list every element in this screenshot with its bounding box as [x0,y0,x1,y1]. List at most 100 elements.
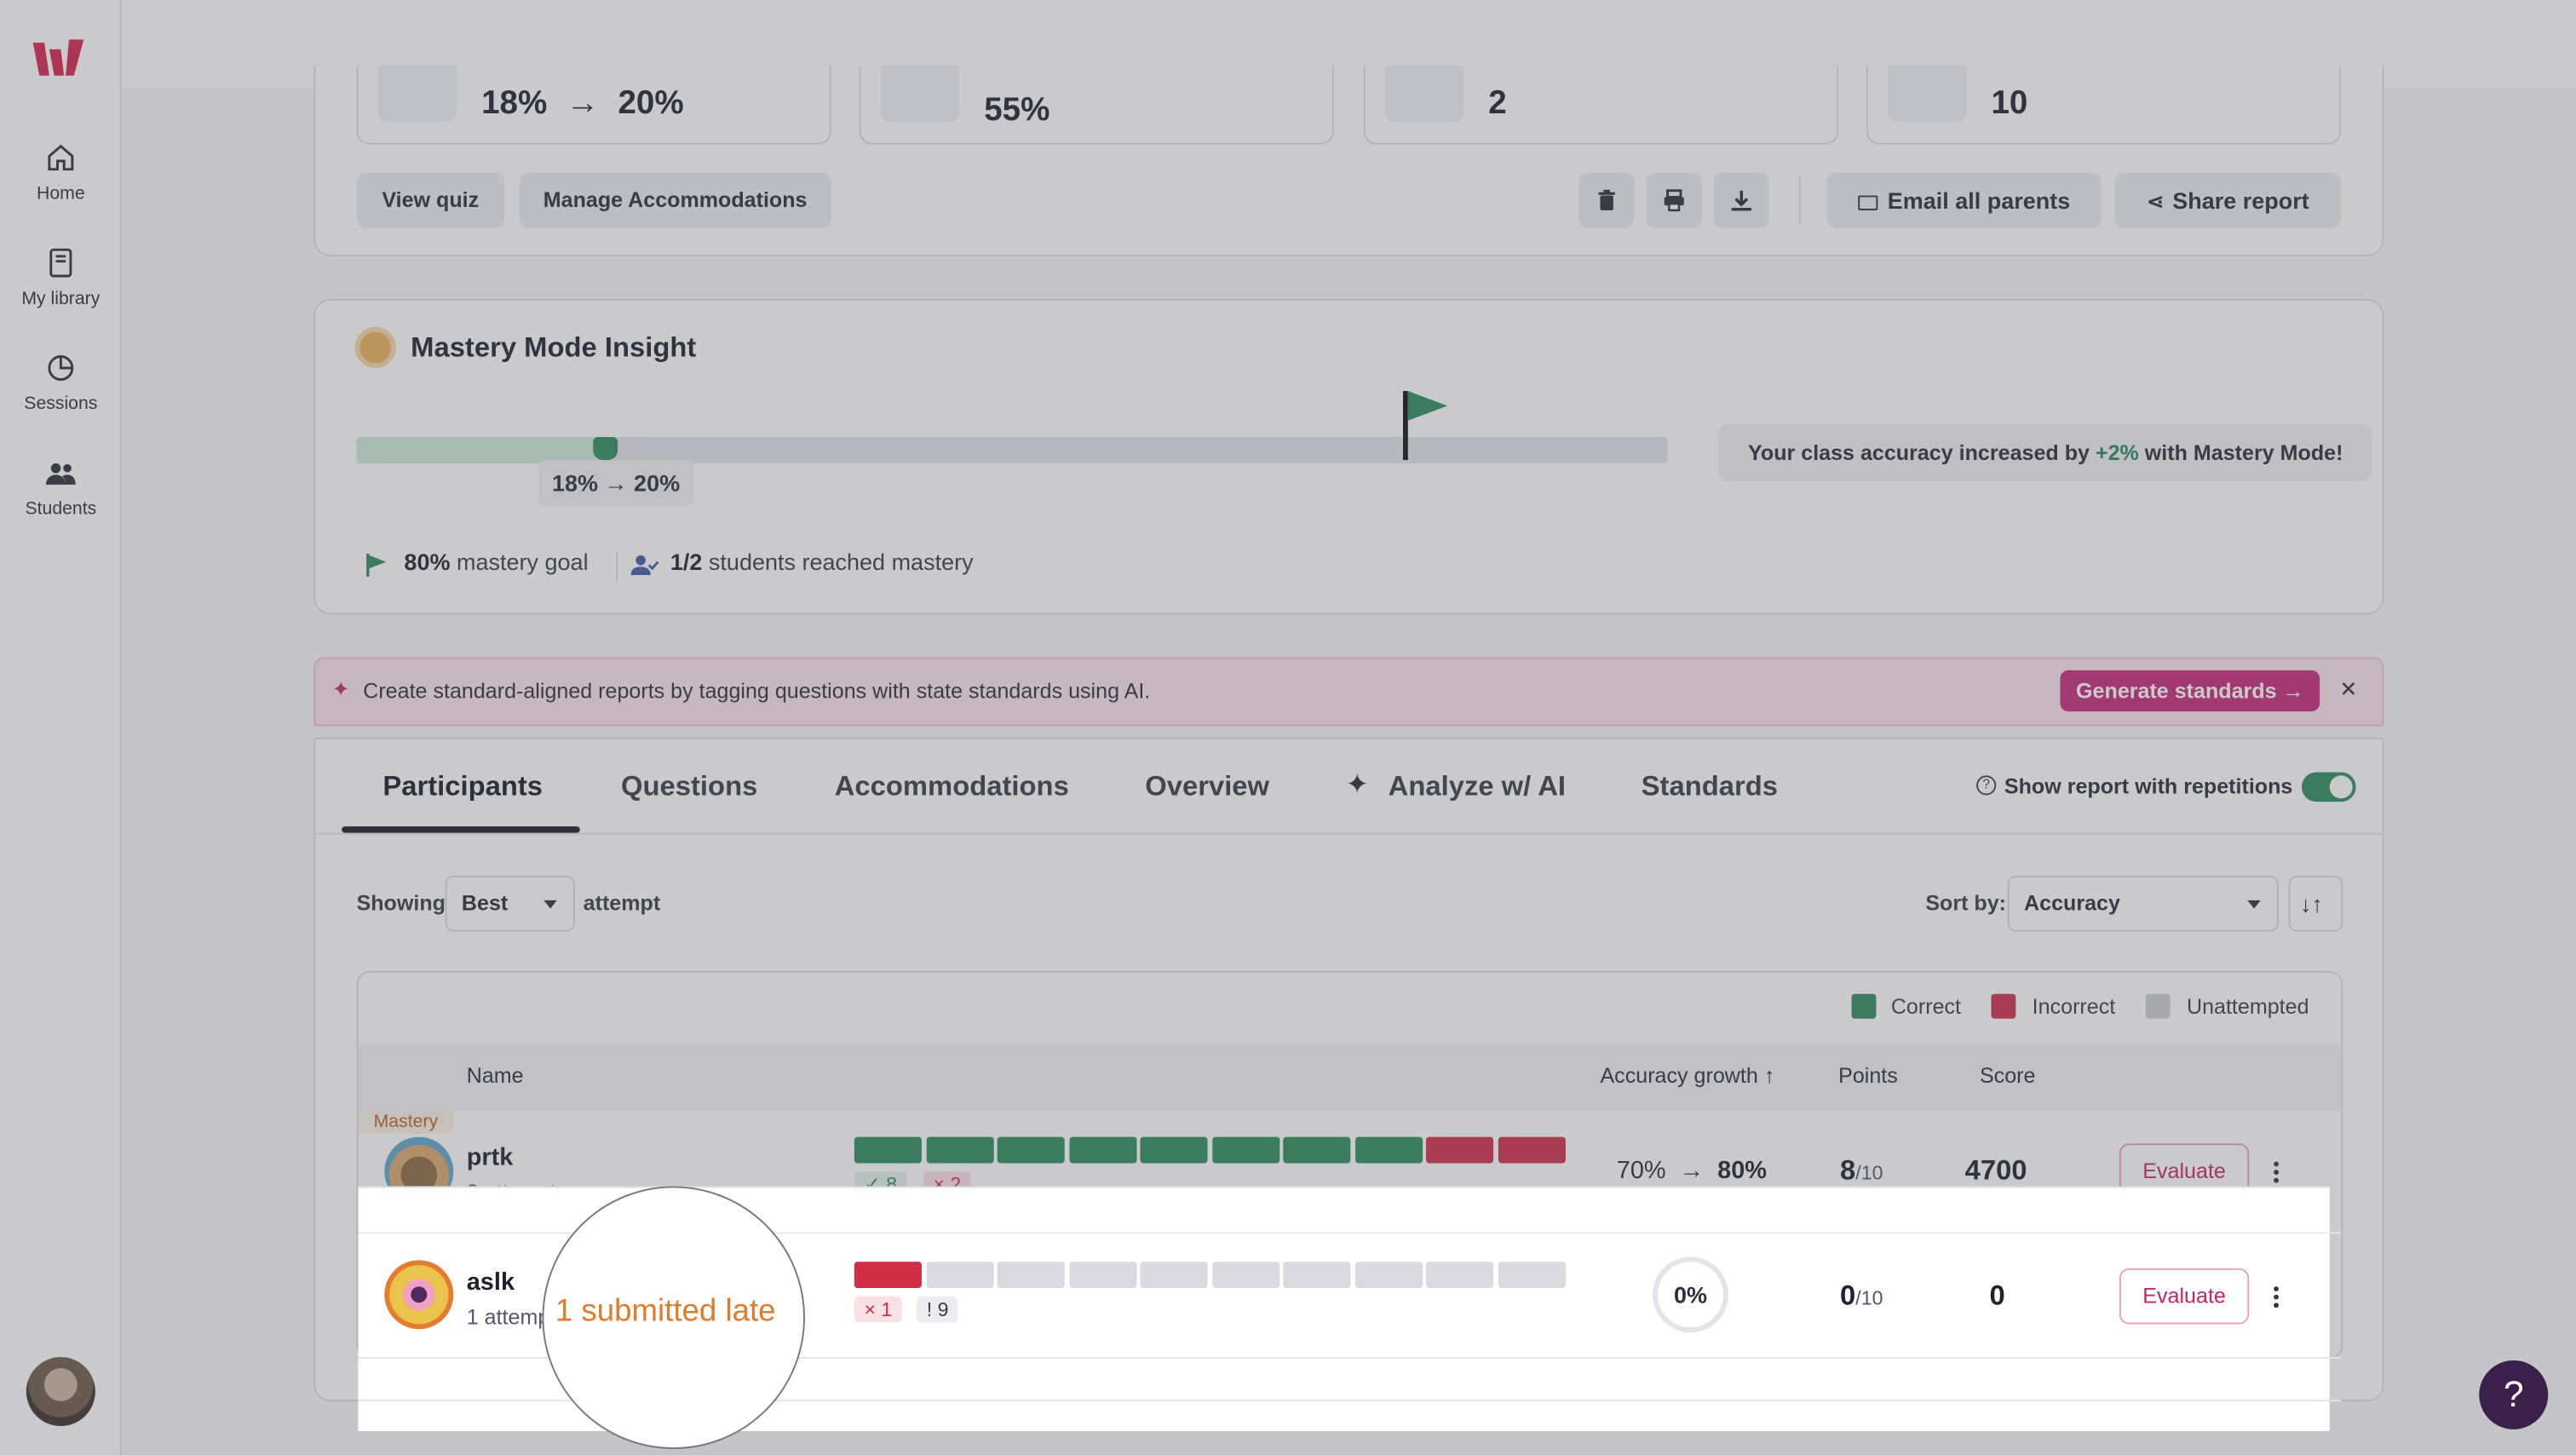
evaluate-button[interactable]: Evaluate [2119,1268,2250,1325]
points-value: 0 [1840,1280,1856,1312]
result-square[interactable] [925,1136,993,1164]
table-header [358,1044,2342,1111]
result-square[interactable] [1354,1262,1423,1289]
student-attempts: 1 attempt [466,1304,556,1330]
home-icon [48,144,74,171]
close-icon[interactable]: ✕ [2339,676,2358,702]
delete-button[interactable] [1578,172,1635,229]
points-total: /10 [1855,1161,1883,1185]
generate-standards-button[interactable]: Generate standards → [2060,670,2320,712]
result-square[interactable] [1211,1136,1279,1164]
result-square[interactable] [1140,1262,1208,1289]
help-button[interactable]: ? [2479,1360,2549,1429]
col-points[interactable]: Points [1838,1062,1898,1088]
app-logo[interactable] [32,39,89,78]
result-square[interactable] [1497,1136,1565,1164]
result-square[interactable] [1426,1262,1494,1289]
stat-participants: 2 [1363,66,1839,145]
tab-accommodations[interactable]: Accommodations [834,770,1069,802]
score: 4700 [1964,1154,2027,1187]
result-square[interactable] [1283,1136,1351,1164]
sidebar-item-sessions[interactable]: Sessions [0,352,122,414]
attempt-select[interactable]: Best [445,875,576,932]
divider [1798,175,1801,226]
tab-questions[interactable]: Questions [621,770,758,802]
sort-select[interactable]: Accuracy [2007,875,2279,932]
accuracy-growth: 70% → 80% [1617,1157,1767,1185]
result-square[interactable] [1426,1136,1494,1164]
tab-overview[interactable]: Overview [1145,770,1270,802]
legend-correct: Correct [1890,993,1962,1019]
magnifier-callout [542,1186,806,1450]
sidebar-item-students[interactable]: Students [0,457,122,519]
student-name[interactable]: aslk [466,1268,515,1297]
mail-icon [1857,195,1878,210]
result-square[interactable] [854,1136,922,1164]
stat-accuracy: 18% → 20% [356,66,831,145]
stat-value: 2 [1488,85,1507,122]
result-square[interactable] [1140,1136,1208,1164]
legend-unattempted: Unattempted [2186,993,2309,1019]
sort-direction-button[interactable]: ↓↑ [2288,875,2343,932]
reached-text: students reached mastery [708,549,974,576]
sidebar-item-label: Home [37,184,85,204]
info-icon: ? [1976,775,1997,796]
sessions-icon [48,355,74,381]
mastery-insight: Your class accuracy increased by +2% wit… [1718,423,2373,482]
col-name[interactable]: Name [466,1062,524,1088]
stat-completion: 55% [859,66,1335,145]
goal-value: 80% [404,549,451,576]
legend-unattempted-swatch [2145,993,2171,1019]
result-square[interactable] [854,1262,922,1289]
email-parents-button[interactable]: Email all parents [1826,172,2102,229]
sidebar-item-home[interactable]: Home [0,141,122,204]
accuracy-value: 0% [1674,1281,1708,1308]
unattempted-count-chip: ! 9 [917,1296,959,1323]
reached-value: 1/2 [670,549,703,576]
stat-questions: 10 [1866,66,2342,145]
result-square[interactable] [997,1136,1065,1164]
avatar [384,1260,454,1330]
goal-text: mastery goal [457,549,589,576]
stat-value: 55% [984,92,1050,129]
result-square[interactable] [997,1262,1065,1289]
showing-label: Showing [356,890,446,916]
attempt-suffix: attempt [583,890,661,916]
repetitions-toggle[interactable] [2301,772,2356,802]
print-button[interactable] [1646,172,1703,229]
more-options-icon[interactable] [2274,1286,2280,1309]
tab-standards[interactable]: Standards [1641,770,1779,802]
col-score[interactable]: Score [1979,1062,2036,1088]
share-report-label: Share report [2172,187,2309,214]
more-options-icon[interactable] [2274,1161,2280,1185]
student-name[interactable]: prtk [466,1143,514,1172]
sort-select-value: Accuracy [2024,890,2120,916]
trash-icon [1598,189,1615,210]
result-square[interactable] [1211,1262,1279,1289]
col-accuracy-growth[interactable]: Accuracy growth ↑ [1600,1062,1775,1088]
result-square[interactable] [1283,1262,1351,1289]
toggle-knob [2329,775,2353,799]
user-avatar[interactable] [26,1357,95,1427]
result-square[interactable] [1068,1262,1136,1289]
mastery-title: Mastery Mode Insight [411,331,697,364]
download-button[interactable] [1713,172,1770,229]
accuracy-ring [1653,1257,1728,1333]
result-square[interactable] [1068,1136,1136,1164]
sort-label: Sort by: [1925,890,2007,916]
result-square[interactable] [1354,1136,1423,1164]
score: 0 [1989,1280,2005,1312]
share-report-button[interactable]: ⋖ Share report [2114,172,2342,229]
tab-participants[interactable]: Participants [382,770,543,802]
divider [616,552,618,582]
manage-accommodations-button[interactable]: Manage Accommodations [519,172,831,229]
row-divider [358,1357,2342,1359]
view-quiz-button[interactable]: View quiz [356,172,505,229]
insight-prefix: Your class accuracy increased by [1748,440,2096,465]
result-square[interactable] [1497,1262,1565,1289]
sidebar-item-library[interactable]: My library [0,246,122,309]
tab-analyze-ai[interactable]: Analyze w/ AI [1388,770,1566,802]
legend-incorrect-swatch [1991,993,2016,1019]
printer-icon [1664,189,1684,212]
result-square[interactable] [925,1262,993,1289]
